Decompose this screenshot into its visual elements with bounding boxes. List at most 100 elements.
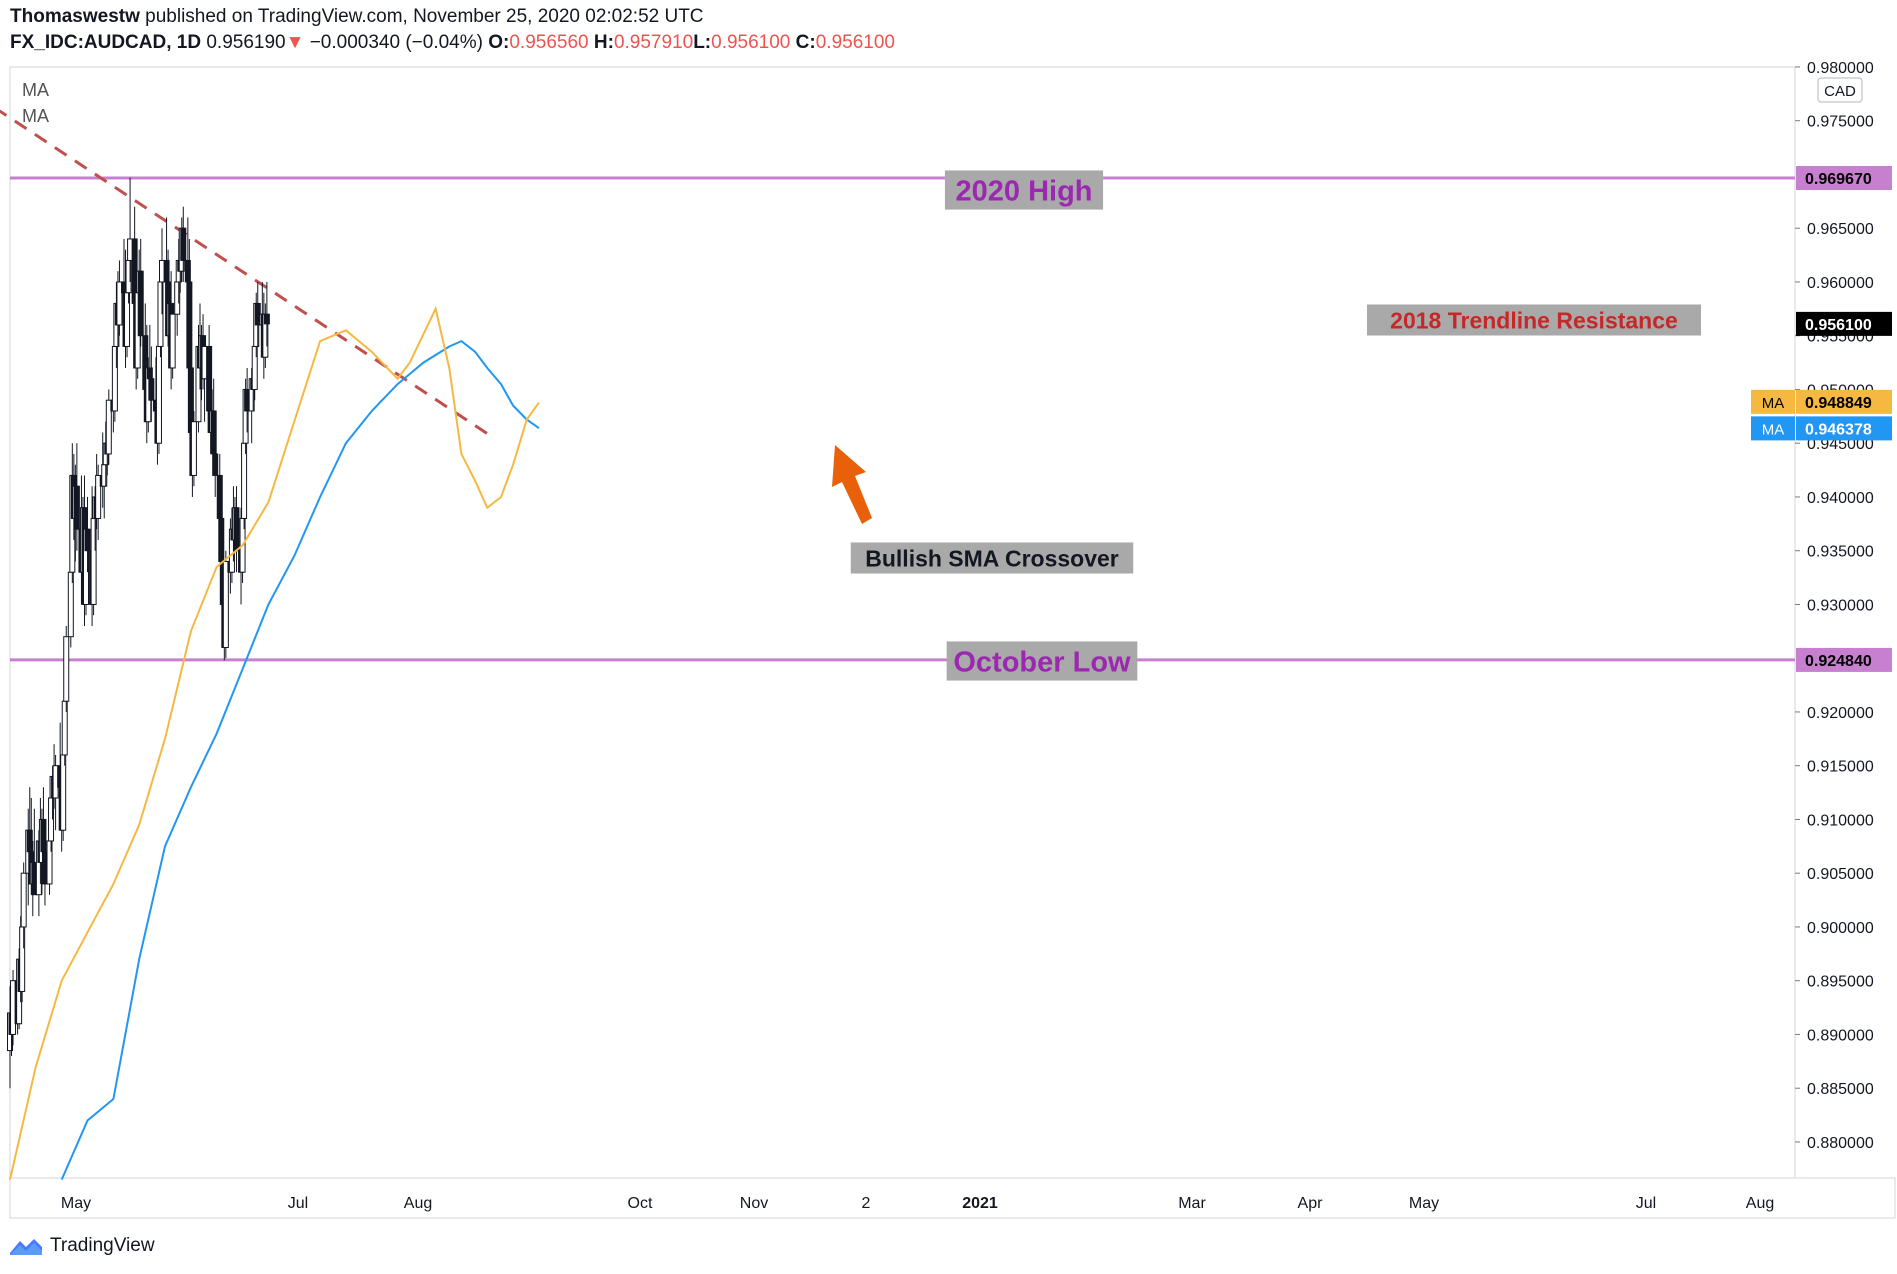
y-tick-label: 0.910000 [1807, 812, 1874, 829]
y-tick-label: 0.945000 [1807, 436, 1874, 453]
ma-slow-price-tag-bg [1796, 416, 1892, 441]
candle [212, 421, 219, 497]
ma-fast-price-tag-value: 0.948849 [1805, 395, 1872, 412]
y-tick-label: 0.905000 [1807, 866, 1874, 883]
candle [190, 410, 197, 487]
candle [105, 389, 112, 465]
level-low-label-bg [946, 641, 1138, 681]
ma-slow-price-tag-label-bg [1751, 416, 1795, 441]
ohlc-header: FX_IDC:AUDCAD, 1D 0.956190▼ −0.000340 (−… [10, 32, 895, 54]
x-tick-label: May [61, 1195, 91, 1212]
y-tick-label: 0.965000 [1807, 221, 1874, 238]
crossover-label-text: Bullish SMA Crossover [865, 545, 1119, 571]
currency-badge[interactable] [1817, 77, 1863, 103]
candle-body-down [137, 270, 144, 337]
x-tick-label: Jul [288, 1195, 308, 1212]
moving-averages [9, 305, 540, 1181]
arrow-shape [832, 445, 872, 524]
y-tick-label: 0.890000 [1807, 1027, 1874, 1044]
low-label: L: [693, 32, 712, 53]
candle [63, 625, 70, 712]
footer-brand[interactable]: TradingView [50, 1235, 155, 1256]
level-high-label-bg [944, 170, 1104, 210]
symbol-label: FX_IDC:AUDCAD, 1D [10, 32, 202, 53]
tradingview-logo-icon [10, 1239, 42, 1255]
y-tick-label: 0.940000 [1807, 490, 1874, 507]
y-tick-label: 0.920000 [1807, 705, 1874, 722]
last-price-tag: 0.956100 [1796, 311, 1892, 336]
annotations: 2020 High October Low 2018 Trendline Resis… [832, 170, 1701, 681]
candle-body-up [222, 560, 229, 648]
candle-body-down [84, 528, 91, 552]
trendline-label-text: 2018 Trendline Resistance [1390, 307, 1678, 333]
published-on: published on TradingView.com, November 2… [145, 6, 704, 27]
low-value: 0.956100 [711, 32, 791, 53]
level-price-tag: 0.969670 [1796, 166, 1892, 190]
candle-body-down [212, 453, 219, 476]
x-tick-label: Aug [1746, 1195, 1774, 1212]
high-value: 0.957910 [613, 32, 694, 53]
candle-body-up [105, 399, 112, 455]
price-change: −0.000340 (−0.04%) [309, 32, 483, 53]
price-axis[interactable]: 0.9800000.9750000.9650000.9600000.955000… [1795, 60, 1874, 1152]
candle-body-up [116, 281, 123, 326]
last-price-tag-bg [1796, 311, 1892, 336]
x-tick-label: Aug [404, 1195, 432, 1212]
level-price-tag-value: 0.969670 [1805, 171, 1872, 188]
y-tick-label: 0.935000 [1807, 544, 1874, 561]
candle-body-up [155, 345, 162, 444]
level-price-tag-bg [1796, 647, 1892, 672]
y-tick-label: 0.880000 [1807, 1135, 1874, 1152]
close-value: 0.956100 [815, 32, 895, 53]
level-price-tag: 0.924840 [1796, 647, 1892, 672]
x-tick-label: Mar [1178, 1195, 1206, 1212]
candle-body-up [95, 474, 102, 519]
candle [84, 496, 91, 573]
legend-item[interactable]: MA [22, 106, 49, 126]
candle [169, 303, 176, 379]
candle-body-down [233, 507, 240, 552]
trendline-dashed [0, 109, 490, 436]
y-tick-label: 0.975000 [1807, 114, 1874, 131]
indicator-legend: MA MA [22, 80, 49, 126]
x-tick-label: Apr [1298, 1195, 1324, 1212]
ma-fast-price-tag-label: MA [1762, 395, 1785, 412]
candle-body-up [190, 421, 197, 476]
y-tick-label: 0.885000 [1807, 1081, 1874, 1098]
candle [137, 238, 144, 347]
trendline-label: 2018 Trendline Resistance [1367, 304, 1701, 336]
level-low-label-text: October Low [953, 646, 1131, 678]
open-value: 0.956560 [509, 32, 589, 53]
time-axis[interactable]: May Jul Aug Oct Nov 2 2021 Mar Apr May Jul Aug [61, 1195, 1774, 1212]
trendline [0, 109, 490, 436]
publisher-name[interactable]: Thomaswestw [10, 6, 140, 27]
level-price-tag-value: 0.924840 [1805, 653, 1872, 670]
candle [222, 550, 229, 659]
legend-item[interactable]: MA [22, 80, 49, 100]
level-low-label: October Low [946, 641, 1138, 681]
last-price: 0.956190 [206, 32, 286, 53]
close-label: C: [795, 32, 816, 53]
candle-body-up [63, 636, 70, 702]
candle [95, 464, 102, 540]
ma-fast-line [9, 305, 540, 1180]
ma-fast-price-tag: MA 0.948849 [1751, 389, 1892, 414]
ma-fast-price-tag-bg [1796, 389, 1892, 414]
currency-badge-label[interactable]: CAD [1824, 83, 1856, 100]
y-tick-label: 0.980000 [1807, 60, 1874, 77]
x-tick-label: May [1409, 1195, 1439, 1212]
candle-body-up [169, 313, 176, 369]
candle [148, 346, 155, 422]
candle [20, 862, 27, 949]
plot-area [9, 66, 1796, 1179]
ma-slow-line [60, 339, 540, 1181]
crossover-label: Bullish SMA Crossover [850, 542, 1134, 574]
y-tick-label: 0.895000 [1807, 974, 1874, 991]
y-tick-label: 0.915000 [1807, 759, 1874, 776]
candle-body-down [180, 227, 187, 261]
time-axis-frame [9, 1177, 1896, 1219]
candle [263, 281, 270, 347]
candle [116, 260, 123, 336]
crossover-arrow-icon [832, 445, 872, 524]
